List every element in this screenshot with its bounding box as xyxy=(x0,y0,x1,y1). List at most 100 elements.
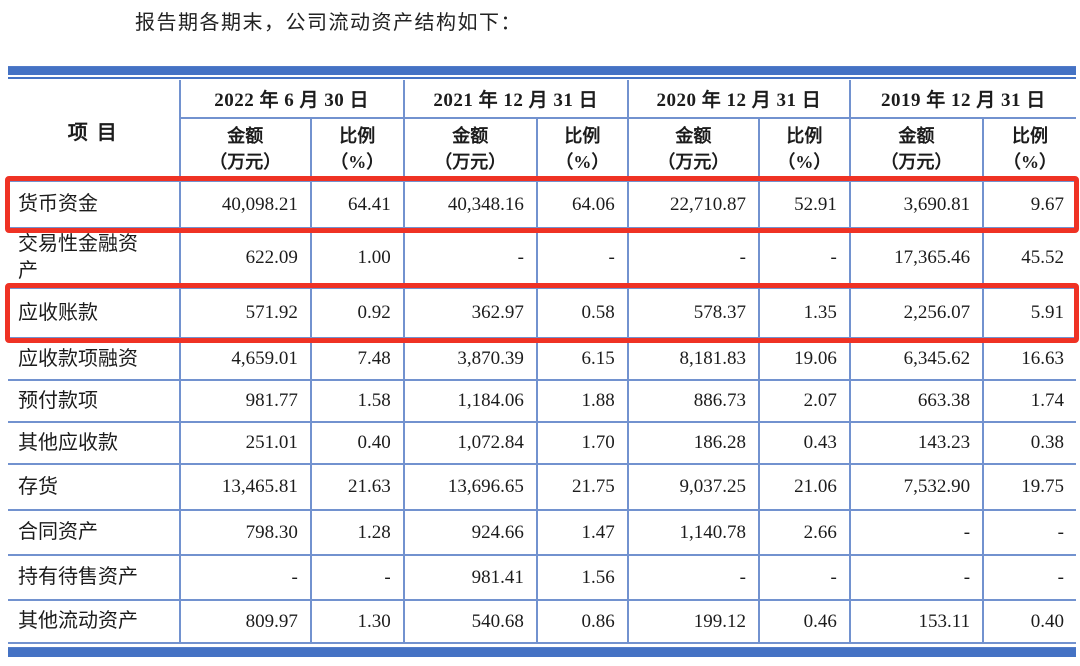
ratio-cell: 16.63 xyxy=(982,337,1076,381)
amount-cell: 40,348.16 xyxy=(402,180,538,229)
ratio-cell: 19.06 xyxy=(758,337,851,381)
amount-cell: 798.30 xyxy=(178,509,312,556)
amount-cell: - xyxy=(178,554,312,601)
ratio-header-line2: （%） xyxy=(1003,151,1058,172)
ratio-header-line1: 比例 xyxy=(339,126,376,147)
amount-cell: 8,181.83 xyxy=(626,337,761,381)
amount-cell: 571.92 xyxy=(178,287,312,339)
amount-cell: 17,365.46 xyxy=(848,227,985,289)
ratio-cell: 1.28 xyxy=(309,509,405,556)
table-row: 持有待售资产 - -981.41 1.56- - - - xyxy=(8,554,1076,601)
amount-header-line2: （万元） xyxy=(434,151,507,172)
ratio-cell: 0.86 xyxy=(535,599,629,644)
col-header-period-2019: 2019 年 12 月 31 日 xyxy=(848,80,1076,119)
item-cell: 存货 xyxy=(8,463,181,511)
amount-cell: 1,140.78 xyxy=(626,509,761,556)
asset-structure-table: 项 目 2022 年 6 月 30 日 2021 年 12 月 31 日 202… xyxy=(8,80,1076,644)
item-cell: 应收账款 xyxy=(8,287,181,339)
amount-cell: 9,037.25 xyxy=(626,463,761,511)
col-header-amount: 金额 （万元） xyxy=(626,117,761,182)
amount-header-line1: 金额 xyxy=(675,126,712,147)
item-cell: 应收款项融资 xyxy=(8,337,181,381)
col-header-period-2021: 2021 年 12 月 31 日 xyxy=(402,80,629,119)
table-top-border xyxy=(8,66,1076,80)
amount-header-line2: （万元） xyxy=(209,151,282,172)
item-cell: 其他流动资产 xyxy=(8,599,181,644)
col-header-ratio: 比例 （%） xyxy=(309,117,405,182)
ratio-header-line2: （%） xyxy=(777,151,832,172)
page-title: 报告期各期末，公司流动资产结构如下： xyxy=(135,12,522,34)
col-header-ratio: 比例 （%） xyxy=(982,117,1076,182)
amount-cell: 40,098.21 xyxy=(178,180,312,229)
ratio-cell: 0.40 xyxy=(309,421,405,465)
ratio-header-line1: 比例 xyxy=(1012,126,1049,147)
amount-cell: - xyxy=(626,554,761,601)
table-bottom-border xyxy=(8,644,1076,658)
ratio-cell: 5.91 xyxy=(982,287,1076,339)
ratio-cell: 21.75 xyxy=(535,463,629,511)
amount-cell: 22,710.87 xyxy=(626,180,761,229)
col-header-ratio: 比例 （%） xyxy=(535,117,629,182)
ratio-cell: 52.91 xyxy=(758,180,851,229)
amount-cell: 2,256.07 xyxy=(848,287,985,339)
amount-header-line1: 金额 xyxy=(227,126,264,147)
col-header-amount: 金额 （万元） xyxy=(402,117,538,182)
ratio-cell: 19.75 xyxy=(982,463,1076,511)
amount-header-line2: （万元） xyxy=(657,151,730,172)
amount-cell: 153.11 xyxy=(848,599,985,644)
ratio-cell: 9.67 xyxy=(982,180,1076,229)
col-header-period-2022: 2022 年 6 月 30 日 xyxy=(178,80,405,119)
ratio-cell: 21.63 xyxy=(309,463,405,511)
ratio-cell: 1.00 xyxy=(309,227,405,289)
amount-cell: 199.12 xyxy=(626,599,761,644)
item-cell: 交易性金融资产 xyxy=(8,227,181,289)
ratio-cell: 2.07 xyxy=(758,379,851,423)
ratio-cell: 21.06 xyxy=(758,463,851,511)
ratio-cell: 6.15 xyxy=(535,337,629,381)
ratio-cell: 1.58 xyxy=(309,379,405,423)
table-row: 应收账款 571.92 0.92 362.97 0.58 578.37 1.35 2,256.… xyxy=(8,287,1076,339)
amount-cell: 924.66 xyxy=(402,509,538,556)
table-row: 合同资产 798.30 1.28 924.66 1.47 1,140.78 2.66- - xyxy=(8,509,1076,556)
amount-cell: 251.01 xyxy=(178,421,312,465)
ratio-cell: - xyxy=(982,509,1076,556)
table-row: 存货 13,465.81 21.63 13,696.65 21.75 9,037.25 21… xyxy=(8,463,1076,511)
amount-cell: 578.37 xyxy=(626,287,761,339)
amount-cell: 4,659.01 xyxy=(178,337,312,381)
ratio-cell: 64.06 xyxy=(535,180,629,229)
col-header-period-2020: 2020 年 12 月 31 日 xyxy=(626,80,851,119)
ratio-cell: 1.70 xyxy=(535,421,629,465)
table-row: 其他应收款 251.01 0.40 1,072.84 1.70 186.28 0.43 143… xyxy=(8,421,1076,465)
amount-header-line1: 金额 xyxy=(898,126,935,147)
ratio-header-line2: （%） xyxy=(555,151,610,172)
ratio-header-line1: 比例 xyxy=(564,126,601,147)
ratio-cell: 1.30 xyxy=(309,599,405,644)
ratio-cell: 1.47 xyxy=(535,509,629,556)
amount-cell: 143.23 xyxy=(848,421,985,465)
ratio-cell: 0.58 xyxy=(535,287,629,339)
table-wrapper: 项 目 2022 年 6 月 30 日 2021 年 12 月 31 日 202… xyxy=(5,66,1079,658)
ratio-cell: 1.88 xyxy=(535,379,629,423)
ratio-cell: 1.56 xyxy=(535,554,629,601)
ratio-header-line2: （%） xyxy=(330,151,385,172)
table-row: 其他流动资产 809.97 1.30 540.68 0.86 199.12 0.46 153.… xyxy=(8,599,1076,644)
ratio-cell: 0.92 xyxy=(309,287,405,339)
ratio-cell: 2.66 xyxy=(758,509,851,556)
amount-cell: 1,184.06 xyxy=(402,379,538,423)
col-header-item: 项 目 xyxy=(8,80,181,182)
ratio-cell: - xyxy=(982,554,1076,601)
col-header-amount: 金额 （万元） xyxy=(179,117,312,182)
table-row: 货币资金 40,098.21 64.41 40,348.16 64.06 22,710.8… xyxy=(8,180,1076,229)
ratio-cell: - xyxy=(758,554,851,601)
amount-cell: - xyxy=(402,227,538,289)
table-row: 交易性金融资产 622.09 1.00- - - -17,365.46 45.52 xyxy=(8,227,1076,289)
table-row: 预付款项 981.77 1.58 1,184.06 1.88 886.73 2.07 663.… xyxy=(8,379,1076,423)
ratio-cell: 64.41 xyxy=(309,180,405,229)
ratio-cell: 0.40 xyxy=(982,599,1076,644)
amount-header-line1: 金额 xyxy=(452,126,489,147)
amount-cell: 186.28 xyxy=(626,421,761,465)
ratio-cell: 7.48 xyxy=(309,337,405,381)
amount-cell: 622.09 xyxy=(178,227,312,289)
ratio-cell: - xyxy=(758,227,851,289)
